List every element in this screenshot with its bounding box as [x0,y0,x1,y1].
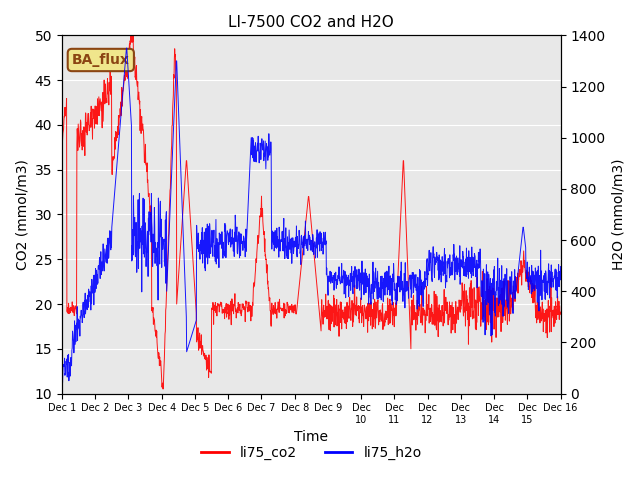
X-axis label: Time: Time [294,431,328,444]
Y-axis label: H2O (mmol/m3): H2O (mmol/m3) [611,159,625,270]
Legend: li75_co2, li75_h2o: li75_co2, li75_h2o [195,440,428,466]
Y-axis label: CO2 (mmol/m3): CO2 (mmol/m3) [15,159,29,270]
Title: LI-7500 CO2 and H2O: LI-7500 CO2 and H2O [228,15,394,30]
Text: BA_flux: BA_flux [72,53,130,67]
